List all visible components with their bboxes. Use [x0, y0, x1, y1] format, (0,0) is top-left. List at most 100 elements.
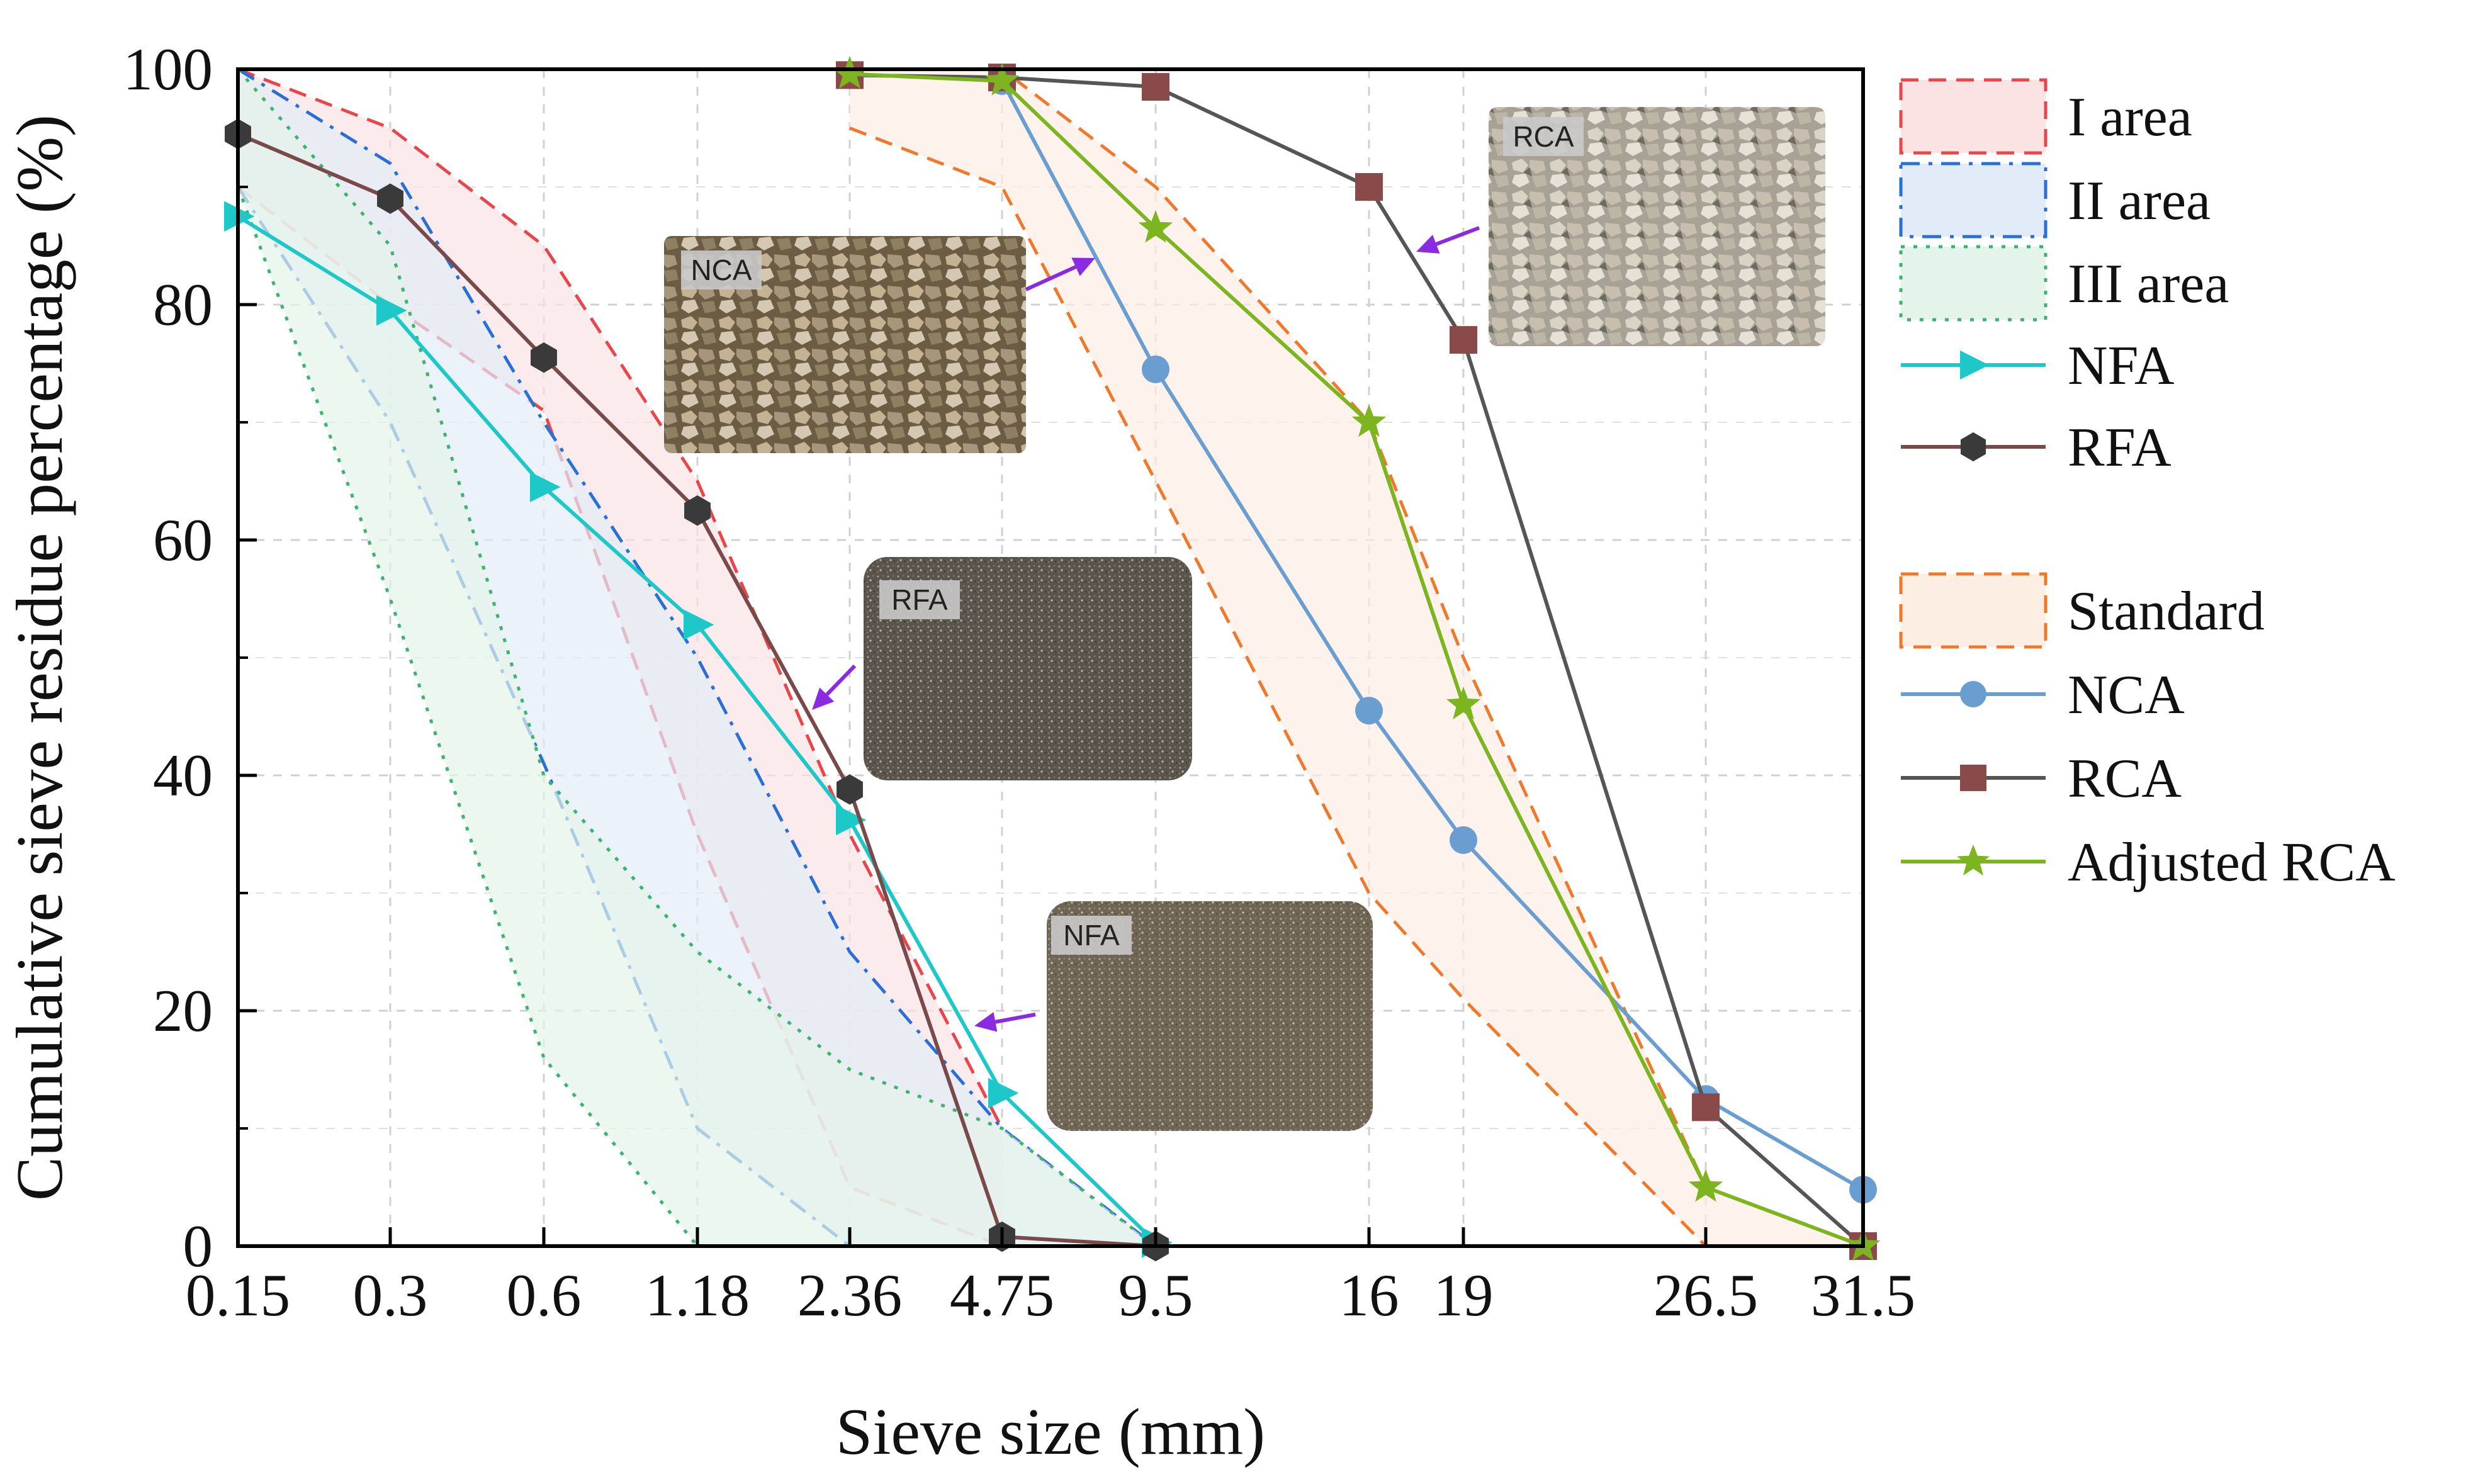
- arrow-shaft: [1435, 226, 1480, 246]
- photo-rfa-label: RFA: [891, 583, 948, 616]
- series-rca-point-19: [1450, 326, 1477, 354]
- standard-fill: [850, 69, 1863, 1246]
- photo-nfa-label: NFA: [1063, 919, 1120, 952]
- axes: 0 20 40 60 80 100 0.15 0.3 0.6 1.18 2.36 4.75 9.5 16 1…: [3, 36, 1915, 1468]
- series-adjusted-rca-point-16: [1351, 404, 1387, 437]
- legend-marker-rfa: [1960, 432, 1986, 462]
- y-tick-label-60: 60: [153, 507, 213, 573]
- pointer-arrow-nca: [1025, 257, 1095, 291]
- photo-nfa-label-bg: [1051, 916, 1132, 955]
- legend-item-i-area: I area: [1899, 78, 2192, 155]
- aggregate-photos: NCA RCA RFA NFA: [664, 107, 1825, 1131]
- series-rca-point-16: [1355, 173, 1383, 201]
- legend-item-adjusted-rca: Adjusted RCA: [1901, 832, 2396, 893]
- x-tick-label-9-5: 9.5: [1118, 1262, 1193, 1329]
- legend-item-rca: RCA: [1901, 748, 2182, 809]
- legend-item-iii-area: III area: [1899, 245, 2229, 322]
- series-nca-point-16: [1355, 697, 1383, 725]
- x-tick-label-2-36: 2.36: [797, 1262, 902, 1329]
- x-axis-title: Sieve size (mm): [836, 1395, 1265, 1468]
- x-tick-label-0-6: 0.6: [507, 1262, 582, 1329]
- series-rca-point-26-5: [1692, 1093, 1720, 1121]
- legend-marker-nfa: [1960, 350, 1990, 380]
- x-tick-label-31-5: 31.5: [1811, 1262, 1915, 1329]
- x-tick-label-1-18: 1.18: [645, 1262, 750, 1329]
- legend-label-ii-area: II area: [2068, 171, 2211, 232]
- series-rfa-point-0-6: [531, 342, 557, 373]
- legend-label-i-area: I area: [2068, 87, 2192, 148]
- y-tick-label-80: 80: [153, 271, 213, 338]
- x-tick-label-4-75: 4.75: [950, 1262, 1054, 1329]
- legend-item-standard: Standard: [1899, 572, 2265, 649]
- x-tick-label-26-5: 26.5: [1653, 1262, 1758, 1329]
- arrow-shaft: [994, 1013, 1036, 1024]
- ii-area-upper-bound: [237, 67, 1157, 1247]
- legend-item-nfa: NFA: [1901, 335, 2175, 396]
- legend-label-iii-area: III area: [2068, 254, 2229, 315]
- series-nfa-point-4-75: [988, 1077, 1019, 1109]
- standard-lower-bound: [849, 126, 1707, 1247]
- series-nfa-point-2-36: [836, 804, 867, 836]
- photo-rfa-label-bg: [879, 580, 960, 619]
- series-nfa-point-1-18: [684, 609, 714, 640]
- legend: I area II area III area NFA RFA Standard NCA RC…: [1899, 78, 2396, 893]
- y-axis-title: Cumulative sieve residue percentage (%): [3, 115, 76, 1201]
- ii-area-lower-bound: [236, 186, 851, 1247]
- legend-item-ii-area: II area: [1899, 162, 2211, 239]
- y-tick-label-40: 40: [153, 742, 213, 809]
- legend-marker-rca: [1960, 765, 1986, 791]
- x-tick-label-19: 19: [1434, 1262, 1494, 1329]
- legend-swatch-standard: [1899, 572, 2048, 649]
- x-tick-label-0-15: 0.15: [186, 1262, 290, 1329]
- series-rfa-point-0-3: [377, 183, 403, 214]
- photo-nca-image: [664, 236, 1026, 453]
- photo-nfa-image: [1047, 901, 1373, 1131]
- legend-label-rfa: RFA: [2068, 417, 2172, 478]
- iii-area-lower-bound: [236, 186, 699, 1247]
- y-tick-label-20: 20: [153, 977, 213, 1044]
- legend-swatch-i-area: [1899, 78, 2048, 155]
- legend-item-nca: NCA: [1901, 665, 2185, 726]
- legend-label-rca: RCA: [2068, 748, 2182, 809]
- arrow-shaft: [825, 664, 857, 696]
- series-adjusted-rca-point-19: [1446, 687, 1481, 719]
- series-adjusted-rca-point-26-5: [1688, 1169, 1723, 1202]
- series-rca-point-9-5: [1142, 73, 1169, 101]
- series-nfa-point-0-6: [530, 471, 561, 503]
- arrow-head: [812, 687, 835, 710]
- series-nca-point-19: [1450, 826, 1477, 854]
- series-rfa-point-2-36: [837, 774, 863, 805]
- series-rfa-point-1-18: [684, 495, 711, 526]
- photo-nca-label-bg: [681, 250, 762, 289]
- arrow-head: [1071, 257, 1095, 276]
- photo-rca-image: [1489, 107, 1825, 346]
- y-tick-label-0: 0: [183, 1213, 213, 1279]
- y-tick-label-100: 100: [123, 36, 213, 103]
- gradation-areas: [236, 67, 1864, 1248]
- series-nca-point-9-5: [1142, 355, 1169, 383]
- legend-label-adjusted-rca: Adjusted RCA: [2068, 832, 2396, 893]
- pointer-arrow-rca: [1416, 226, 1480, 254]
- legend-marker-adjusted-rca: [1957, 844, 1990, 876]
- photo-rca: RCA: [1489, 107, 1825, 346]
- series-nca-line: [1000, 80, 1864, 1191]
- arrow-head: [974, 1012, 998, 1032]
- photo-nca-label: NCA: [690, 254, 752, 286]
- iii-area-fill: [238, 69, 1156, 1246]
- x-tick-label-16: 16: [1339, 1262, 1399, 1329]
- photo-rca-label: RCA: [1513, 120, 1574, 153]
- arrow-head: [1416, 234, 1440, 254]
- legend-swatch-ii-area: [1899, 162, 2048, 239]
- ii-area-fill: [238, 69, 1156, 1246]
- arrow-shaft: [1025, 265, 1077, 291]
- photo-rca-label-bg: [1503, 117, 1584, 156]
- legend-label-nca: NCA: [2068, 665, 2185, 726]
- series-adjusted-rca-point-2-36: [832, 55, 867, 89]
- legend-marker-nca: [1960, 681, 1986, 707]
- photo-rfa: RFA: [864, 557, 1192, 780]
- series-adjusted-rca-point-9-5: [1138, 210, 1173, 243]
- photo-nca: NCA: [664, 236, 1026, 453]
- legend-label-nfa: NFA: [2068, 335, 2175, 396]
- x-tick-label-0-3: 0.3: [353, 1262, 428, 1329]
